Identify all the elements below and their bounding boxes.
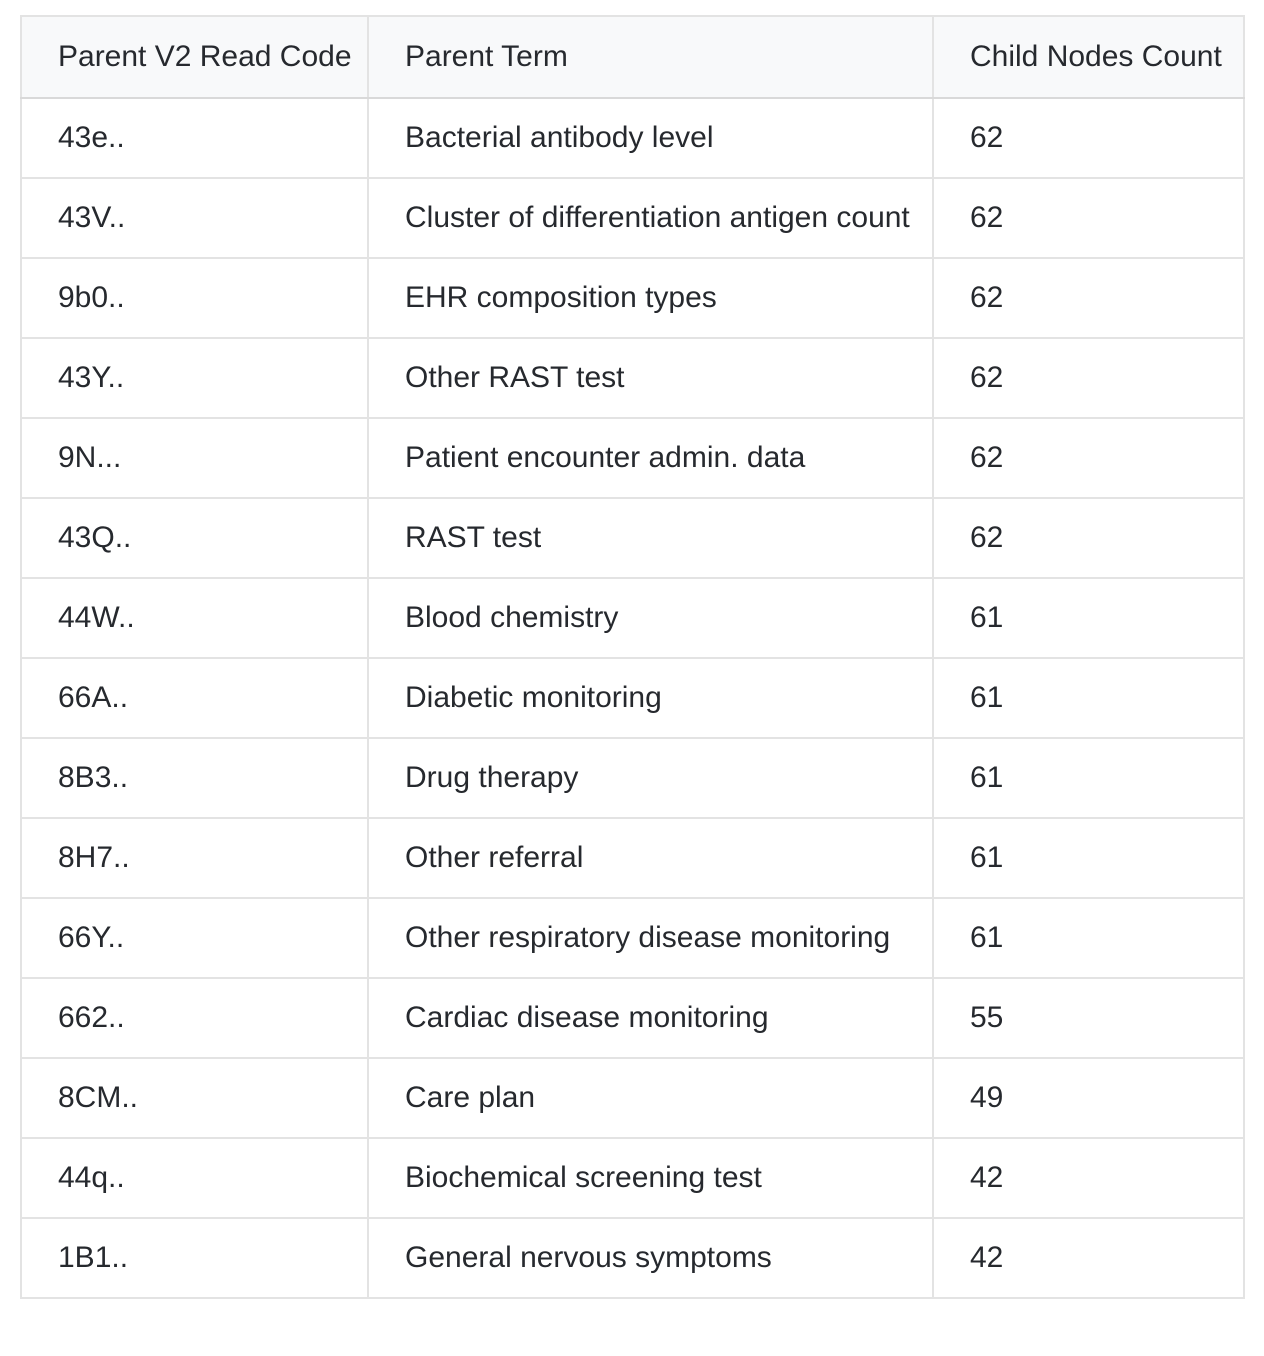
- cell-child-nodes-count: 42: [932, 1217, 1245, 1299]
- cell-child-nodes-count: 62: [932, 417, 1245, 499]
- cell-parent-term: Blood chemistry: [367, 577, 934, 659]
- cell-parent-code: 66Y..: [20, 897, 369, 979]
- cell-child-nodes-count: 62: [932, 97, 1245, 179]
- cell-child-nodes-count: 61: [932, 817, 1245, 899]
- cell-child-nodes-count: 62: [932, 337, 1245, 419]
- cell-parent-term: Other respiratory disease monitoring: [367, 897, 934, 979]
- cell-child-nodes-count: 62: [932, 257, 1245, 339]
- cell-parent-code: 43Q..: [20, 497, 369, 579]
- cell-parent-term: General nervous symptoms: [367, 1217, 934, 1299]
- cell-child-nodes-count: 61: [932, 657, 1245, 739]
- cell-child-nodes-count: 62: [932, 497, 1245, 579]
- cell-parent-term: Cardiac disease monitoring: [367, 977, 934, 1059]
- cell-child-nodes-count: 62: [932, 177, 1245, 259]
- cell-parent-term: Cluster of differentiation antigen count: [367, 177, 934, 259]
- cell-child-nodes-count: 61: [932, 737, 1245, 819]
- cell-parent-term: Other referral: [367, 817, 934, 899]
- table-row: 43Q.. RAST test 62: [20, 497, 1245, 579]
- table-row: 9b0.. EHR composition types 62: [20, 257, 1245, 339]
- cell-child-nodes-count: 61: [932, 897, 1245, 979]
- cell-parent-code: 8B3..: [20, 737, 369, 819]
- table-row: 1B1.. General nervous symptoms 42: [20, 1217, 1245, 1299]
- cell-parent-term: RAST test: [367, 497, 934, 579]
- cell-parent-code: 43V..: [20, 177, 369, 259]
- cell-parent-code: 1B1..: [20, 1217, 369, 1299]
- cell-parent-code: 44q..: [20, 1137, 369, 1219]
- cell-parent-code: 66A..: [20, 657, 369, 739]
- cell-parent-term: Other RAST test: [367, 337, 934, 419]
- cell-parent-term: Patient encounter admin. data: [367, 417, 934, 499]
- col-header-child-nodes-count: Child Nodes Count: [932, 15, 1245, 99]
- table-row: 8B3.. Drug therapy 61: [20, 737, 1245, 819]
- cell-parent-term: Care plan: [367, 1057, 934, 1139]
- table-row: 662.. Cardiac disease monitoring 55: [20, 977, 1245, 1059]
- table-row: 66A.. Diabetic monitoring 61: [20, 657, 1245, 739]
- cell-child-nodes-count: 61: [932, 577, 1245, 659]
- table-row: 44q.. Biochemical screening test 42: [20, 1137, 1245, 1219]
- table-row: 8H7.. Other referral 61: [20, 817, 1245, 899]
- cell-parent-term: EHR composition types: [367, 257, 934, 339]
- cell-parent-code: 44W..: [20, 577, 369, 659]
- table-row: 43V.. Cluster of differentiation antigen …: [20, 177, 1245, 259]
- cell-child-nodes-count: 42: [932, 1137, 1245, 1219]
- table-row: 44W.. Blood chemistry 61: [20, 577, 1245, 659]
- table-row: 66Y.. Other respiratory disease monitorin…: [20, 897, 1245, 979]
- table-body: 43e.. Bacterial antibody level 62 43V.. Clus…: [20, 97, 1245, 1299]
- cell-child-nodes-count: 49: [932, 1057, 1245, 1139]
- header-row: Parent V2 Read Code Parent Term Child No…: [20, 15, 1245, 99]
- col-header-parent-term: Parent Term: [367, 15, 934, 99]
- table-row: 43Y.. Other RAST test 62: [20, 337, 1245, 419]
- cell-child-nodes-count: 55: [932, 977, 1245, 1059]
- read-codes-table: Parent V2 Read Code Parent Term Child No…: [20, 15, 1245, 1299]
- table-row: 43e.. Bacterial antibody level 62: [20, 97, 1245, 179]
- cell-parent-term: Bacterial antibody level: [367, 97, 934, 179]
- table-row: 9N... Patient encounter admin. data 62: [20, 417, 1245, 499]
- cell-parent-code: 43Y..: [20, 337, 369, 419]
- cell-parent-term: Drug therapy: [367, 737, 934, 819]
- cell-parent-term: Diabetic monitoring: [367, 657, 934, 739]
- cell-parent-term: Biochemical screening test: [367, 1137, 934, 1219]
- table-header: Parent V2 Read Code Parent Term Child No…: [20, 15, 1245, 99]
- table-row: 8CM.. Care plan 49: [20, 1057, 1245, 1139]
- cell-parent-code: 43e..: [20, 97, 369, 179]
- col-header-parent-v2-read-code: Parent V2 Read Code: [20, 15, 369, 99]
- cell-parent-code: 8H7..: [20, 817, 369, 899]
- cell-parent-code: 9N...: [20, 417, 369, 499]
- cell-parent-code: 662..: [20, 977, 369, 1059]
- cell-parent-code: 9b0..: [20, 257, 369, 339]
- cell-parent-code: 8CM..: [20, 1057, 369, 1139]
